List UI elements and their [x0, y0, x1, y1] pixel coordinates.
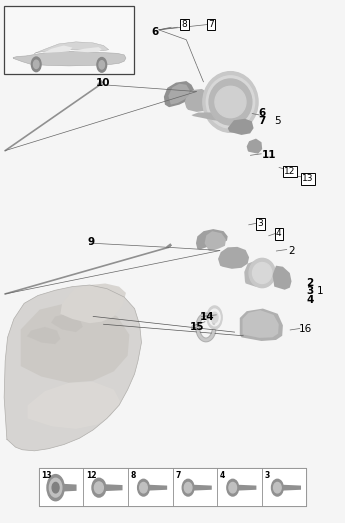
Polygon shape — [218, 247, 249, 269]
Ellipse shape — [207, 306, 222, 329]
Text: 4: 4 — [306, 294, 314, 305]
Polygon shape — [244, 260, 275, 287]
Ellipse shape — [52, 482, 59, 493]
Ellipse shape — [253, 263, 272, 283]
Polygon shape — [185, 89, 212, 112]
Ellipse shape — [272, 479, 283, 496]
Polygon shape — [57, 483, 77, 492]
Ellipse shape — [184, 482, 192, 493]
Circle shape — [99, 61, 105, 69]
Ellipse shape — [49, 478, 62, 497]
Polygon shape — [243, 310, 279, 338]
Text: 15: 15 — [190, 322, 205, 333]
Text: 13: 13 — [41, 471, 52, 480]
Ellipse shape — [206, 76, 255, 128]
Text: 3: 3 — [265, 471, 270, 480]
Ellipse shape — [92, 478, 106, 497]
Ellipse shape — [95, 482, 103, 493]
FancyBboxPatch shape — [128, 468, 172, 506]
FancyBboxPatch shape — [83, 468, 128, 506]
Polygon shape — [278, 484, 301, 491]
Text: 4: 4 — [220, 471, 225, 480]
Polygon shape — [228, 119, 254, 135]
Polygon shape — [13, 51, 126, 66]
Circle shape — [97, 58, 107, 72]
Polygon shape — [196, 229, 228, 249]
FancyBboxPatch shape — [217, 468, 262, 506]
Polygon shape — [164, 81, 195, 107]
Polygon shape — [4, 285, 141, 451]
Polygon shape — [189, 484, 212, 491]
Text: 6: 6 — [258, 108, 265, 119]
Text: 4: 4 — [276, 229, 282, 238]
Text: 10: 10 — [96, 78, 110, 88]
Text: 8: 8 — [182, 20, 187, 29]
Text: 8: 8 — [131, 471, 136, 480]
Polygon shape — [205, 231, 226, 251]
Ellipse shape — [47, 474, 64, 501]
Polygon shape — [51, 314, 83, 332]
Ellipse shape — [209, 309, 220, 326]
Ellipse shape — [140, 482, 147, 493]
Text: 5: 5 — [274, 116, 281, 126]
Text: 9: 9 — [87, 237, 95, 247]
Polygon shape — [233, 484, 256, 491]
Text: 12: 12 — [86, 471, 97, 480]
Polygon shape — [247, 139, 262, 154]
Ellipse shape — [229, 482, 237, 493]
Ellipse shape — [138, 479, 149, 496]
Polygon shape — [240, 309, 283, 341]
Text: 6: 6 — [152, 27, 159, 37]
Polygon shape — [27, 327, 60, 344]
Text: 11: 11 — [262, 150, 276, 161]
Polygon shape — [144, 484, 167, 491]
Polygon shape — [168, 84, 190, 105]
Polygon shape — [74, 47, 102, 52]
Ellipse shape — [227, 479, 239, 496]
Polygon shape — [43, 46, 72, 53]
Ellipse shape — [182, 479, 194, 496]
Ellipse shape — [209, 79, 252, 125]
Text: 7: 7 — [258, 116, 265, 126]
Ellipse shape — [203, 72, 258, 132]
Ellipse shape — [249, 258, 275, 288]
Text: 1: 1 — [316, 286, 323, 297]
Ellipse shape — [274, 482, 281, 493]
Circle shape — [33, 60, 39, 69]
Text: 13: 13 — [302, 174, 314, 184]
FancyBboxPatch shape — [172, 468, 217, 506]
Polygon shape — [21, 303, 129, 383]
FancyBboxPatch shape — [4, 6, 134, 74]
Polygon shape — [273, 266, 292, 290]
Polygon shape — [100, 484, 122, 491]
Text: 12: 12 — [284, 167, 295, 176]
Text: 3: 3 — [306, 286, 314, 297]
Text: 14: 14 — [199, 312, 214, 323]
Text: 7: 7 — [208, 20, 214, 29]
Polygon shape — [60, 283, 126, 323]
Circle shape — [31, 57, 41, 72]
Text: 3: 3 — [258, 219, 263, 229]
Polygon shape — [34, 42, 109, 53]
Polygon shape — [28, 382, 121, 429]
Polygon shape — [166, 243, 171, 248]
FancyBboxPatch shape — [39, 468, 83, 506]
Text: 2: 2 — [288, 245, 295, 256]
Text: 2: 2 — [306, 278, 314, 288]
Text: 7: 7 — [175, 471, 181, 480]
Polygon shape — [98, 80, 103, 86]
Polygon shape — [191, 112, 235, 121]
FancyBboxPatch shape — [262, 468, 306, 506]
FancyBboxPatch shape — [39, 468, 306, 506]
Ellipse shape — [211, 312, 218, 323]
Ellipse shape — [215, 86, 246, 118]
Text: 16: 16 — [299, 324, 312, 335]
